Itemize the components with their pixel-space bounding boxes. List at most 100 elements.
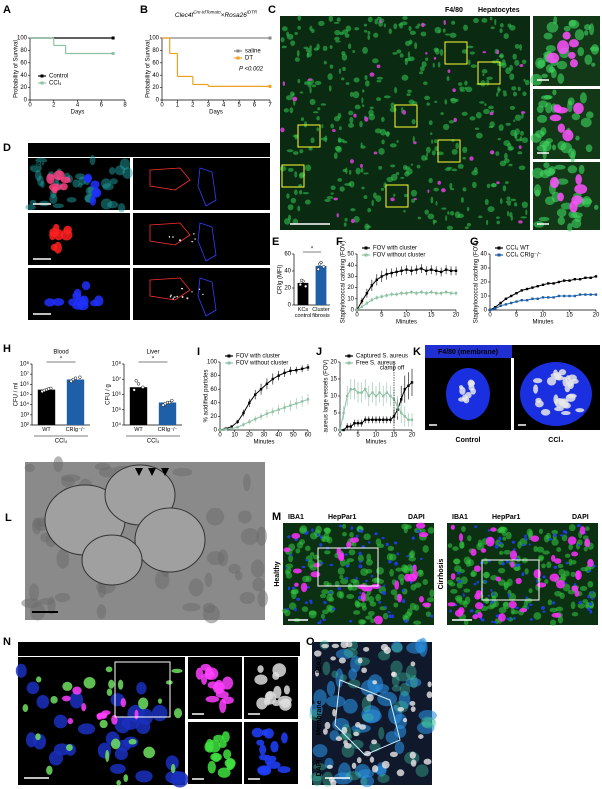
cell-signal <box>361 602 367 609</box>
replicate-point <box>132 388 136 392</box>
cell-signal <box>481 17 488 23</box>
cell-signal <box>416 164 421 169</box>
data-marker <box>589 276 592 279</box>
cell-signal <box>410 189 418 197</box>
data-marker <box>370 298 374 302</box>
cell-signal <box>474 127 480 131</box>
y-tick-label: 0 <box>288 303 292 309</box>
data-marker <box>365 302 369 305</box>
cell-signal <box>489 150 495 155</box>
cell-signal <box>321 643 330 649</box>
cell-signal <box>471 181 477 189</box>
x-tick-label: KCs control <box>294 307 312 319</box>
image-label: Membrane <box>316 700 323 735</box>
y-tick-label: 10⁵ <box>112 406 122 413</box>
cell-signal <box>418 710 437 721</box>
cell-signal <box>333 197 338 201</box>
data-marker <box>277 374 280 377</box>
cell-signal <box>169 295 172 298</box>
micrograph <box>133 268 270 320</box>
cell-signal <box>268 755 277 762</box>
cell-signal <box>29 163 42 173</box>
cell-signal <box>332 607 336 611</box>
cell-signal <box>463 556 471 565</box>
cell-signal <box>49 227 59 237</box>
cell-signal <box>292 151 299 156</box>
cell-signal <box>349 116 354 124</box>
data-marker <box>265 412 269 415</box>
cell-signal <box>52 203 64 209</box>
cell-signal <box>329 563 334 567</box>
micrograph <box>133 158 270 210</box>
cell-signal <box>558 369 567 376</box>
cell-signal <box>35 157 47 165</box>
cell-signal <box>559 534 564 537</box>
cell-signal <box>567 165 578 174</box>
cell-signal <box>553 533 557 537</box>
cell-signal <box>565 561 569 565</box>
y-tick-label: 80 <box>152 48 159 54</box>
cell-signal <box>72 686 82 695</box>
cell-signal <box>573 102 584 115</box>
data-marker <box>407 384 410 387</box>
data-marker <box>563 279 566 282</box>
cell-signal <box>77 301 89 311</box>
cell-signal <box>415 522 426 529</box>
cell-signal <box>310 571 321 578</box>
panel-label: I <box>197 346 200 358</box>
cell-signal <box>56 549 70 569</box>
cell-signal <box>387 545 395 552</box>
x-tick-label: 5 <box>380 313 384 319</box>
cell-signal <box>346 564 350 568</box>
cell-signal <box>588 591 597 599</box>
cell-signal <box>585 526 590 531</box>
cell-signal <box>353 113 357 118</box>
data-marker <box>439 292 443 295</box>
replicate-point <box>42 388 46 393</box>
micrograph <box>133 213 270 265</box>
legend-marker <box>236 49 240 53</box>
inset-box <box>385 184 409 208</box>
cell-signal <box>542 610 546 613</box>
y-axis-title: % acidified particles <box>204 369 210 422</box>
cell-signal <box>378 600 382 604</box>
cell-signal <box>323 600 327 605</box>
x-tick-label: 8 <box>123 103 127 109</box>
cell-signal <box>288 602 297 610</box>
cell-signal <box>348 549 356 556</box>
cell-signal <box>337 178 343 182</box>
cell-signal <box>549 176 560 189</box>
cell-signal <box>334 29 341 36</box>
cell-signal <box>344 553 348 556</box>
inset-box <box>477 61 501 85</box>
cell-signal <box>364 116 369 122</box>
y-tick-label: 60 <box>20 60 27 66</box>
image-label: Hepatocytes <box>478 7 520 14</box>
cell-signal <box>551 538 559 546</box>
cell-signal <box>316 43 320 51</box>
cell-signal <box>526 528 533 537</box>
cell-signal <box>346 558 355 563</box>
cell-signal <box>496 181 500 185</box>
cell-signal <box>564 553 571 558</box>
cell-signal <box>551 554 556 562</box>
bar <box>158 402 177 425</box>
data-marker <box>271 410 274 413</box>
cell-signal <box>305 558 309 562</box>
cell-signal <box>391 674 400 687</box>
cell-signal <box>281 45 287 49</box>
cell-signal <box>388 614 392 619</box>
cell-signal <box>587 558 594 568</box>
data-marker <box>525 299 529 302</box>
y-tick-label: 20 <box>20 85 27 91</box>
cell-signal <box>371 199 374 207</box>
cell-signal <box>282 81 286 86</box>
cell-signal <box>462 593 465 597</box>
cell-outline <box>149 222 191 246</box>
cell-signal <box>391 685 402 692</box>
image-label: F4/80 <box>445 7 463 14</box>
cell-signal <box>252 577 265 592</box>
cell-signal <box>525 596 528 599</box>
cell-signal <box>446 75 450 82</box>
cell-signal <box>371 739 378 745</box>
